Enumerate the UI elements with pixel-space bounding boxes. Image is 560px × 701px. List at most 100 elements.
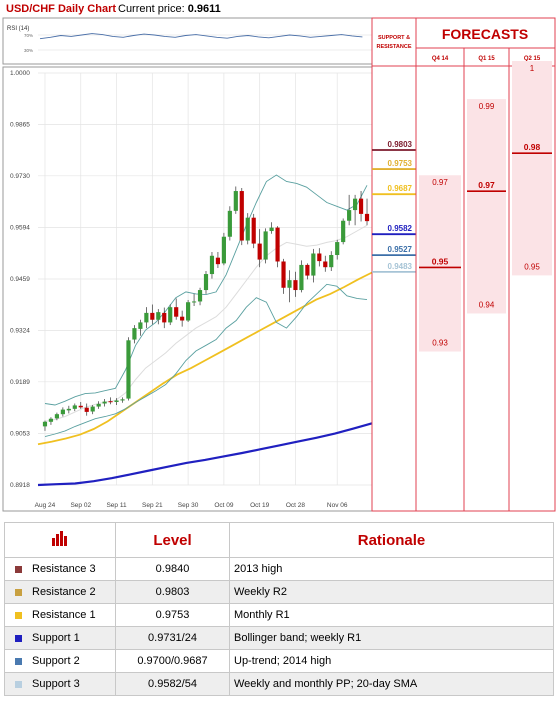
forecast-mid: 0.95 bbox=[432, 256, 449, 266]
bar-chart-icon bbox=[52, 531, 67, 546]
candle-body bbox=[227, 210, 232, 237]
candle-body bbox=[215, 257, 221, 265]
current-price-value: 0.9611 bbox=[187, 3, 221, 15]
candle-body bbox=[156, 312, 161, 320]
forecast-mid: 0.97 bbox=[478, 180, 495, 190]
x-tick-label: Oct 19 bbox=[250, 502, 270, 509]
candle-body bbox=[150, 312, 155, 320]
candle-body bbox=[174, 307, 179, 317]
sr-level-label: 0.9582 bbox=[388, 224, 413, 233]
candle-body bbox=[341, 220, 346, 243]
x-tick-label: Sep 21 bbox=[142, 502, 163, 509]
y-tick-label: 0.9865 bbox=[10, 121, 30, 128]
candle-body bbox=[162, 312, 167, 323]
candle-body bbox=[221, 236, 226, 264]
candle-body bbox=[209, 255, 215, 275]
level-value: 0.9803 bbox=[115, 580, 230, 604]
price-chart: RSI (14)70% 30% 1.0000 0.9865 0.9730 0.9594 0.… bbox=[2, 17, 556, 512]
candle-body bbox=[269, 227, 274, 232]
candle-body bbox=[126, 340, 131, 399]
sr-level-label: 0.9803 bbox=[388, 140, 413, 149]
x-tick-label: Aug 24 bbox=[35, 502, 56, 509]
x-tick-label: Nov 06 bbox=[327, 502, 348, 509]
swatch bbox=[15, 657, 22, 665]
candle-body bbox=[293, 280, 298, 291]
candle-body bbox=[335, 242, 340, 256]
candle-body bbox=[347, 210, 352, 221]
candle-body bbox=[42, 421, 48, 427]
candle-body bbox=[305, 264, 310, 276]
level-name-cell: Support 2 bbox=[4, 649, 116, 673]
level-value: 0.9700/0.9687 bbox=[115, 649, 230, 673]
level-name: Support 2 bbox=[32, 655, 80, 667]
candle-body bbox=[251, 217, 256, 244]
level-value: 0.9582/54 bbox=[115, 672, 230, 696]
candle-body bbox=[245, 217, 250, 241]
sr-header-1: SUPPORT & bbox=[378, 35, 410, 41]
sr-level-label: 0.9687 bbox=[388, 184, 413, 193]
y-tick-label: 0.9594 bbox=[10, 225, 30, 232]
x-tick-label: Sep 11 bbox=[106, 502, 127, 509]
forecast-high: 1 bbox=[530, 64, 535, 73]
forecast-low: 0.95 bbox=[524, 262, 540, 271]
price-panel bbox=[2, 66, 373, 512]
forecast-high: 0.97 bbox=[432, 178, 448, 187]
y-tick-label: 0.9459 bbox=[10, 276, 30, 283]
candle-body bbox=[120, 399, 125, 401]
sma-blue-line bbox=[37, 422, 373, 487]
table-row: Support 2 0.9700/0.9687 Up-trend; 2014 h… bbox=[4, 649, 554, 673]
table-header-rationale: Rationale bbox=[229, 522, 554, 558]
rationale-table: Level Rationale Resistance 3 0.9840 2013… bbox=[4, 522, 554, 696]
forecast-high: 0.99 bbox=[479, 102, 495, 111]
current-price-label: Current price: 0.9611 bbox=[118, 3, 221, 15]
candle-body bbox=[317, 253, 322, 262]
rsi-tick-30: 30% bbox=[24, 48, 33, 53]
candle-body bbox=[263, 231, 268, 260]
level-value: 0.9731/24 bbox=[115, 626, 230, 650]
candle-body bbox=[203, 274, 209, 291]
x-tick-label: Oct 09 bbox=[214, 502, 234, 509]
level-name-cell: Support 3 bbox=[4, 672, 116, 696]
level-value: 0.9840 bbox=[115, 557, 230, 581]
candle-body bbox=[281, 261, 286, 288]
swatch bbox=[15, 680, 22, 688]
forecast-range bbox=[419, 175, 461, 352]
candle-body bbox=[299, 264, 304, 291]
level-name-cell: Resistance 2 bbox=[4, 580, 116, 604]
table-row: Resistance 1 0.9753 Monthly R1 bbox=[4, 603, 554, 627]
candle-body bbox=[96, 403, 101, 407]
swatch bbox=[15, 565, 22, 573]
level-rationale: Weekly and monthly PP; 20-day SMA bbox=[229, 672, 554, 696]
candle-body bbox=[108, 401, 113, 403]
x-tick-label: Oct 28 bbox=[286, 502, 306, 509]
level-name-cell: Support 1 bbox=[4, 626, 116, 650]
level-name: Support 3 bbox=[32, 678, 80, 690]
candle-body bbox=[144, 312, 149, 323]
candle-body bbox=[186, 302, 191, 321]
candle-body bbox=[353, 198, 358, 211]
x-tick-label: Sep 02 bbox=[70, 502, 91, 509]
table-row: Resistance 2 0.9803 Weekly R2 bbox=[4, 580, 554, 604]
y-tick-label: 0.9053 bbox=[10, 431, 30, 438]
forecast-low: 0.94 bbox=[479, 300, 495, 309]
x-tick-label: Sep 30 bbox=[178, 502, 199, 509]
swatch bbox=[15, 588, 22, 596]
level-rationale: Bollinger band; weekly R1 bbox=[229, 626, 554, 650]
candle-body bbox=[311, 253, 316, 276]
level-name-cell: Resistance 3 bbox=[4, 557, 116, 581]
bollinger-lower-line bbox=[44, 283, 368, 438]
table-row: Support 3 0.9582/54 Weekly and monthly P… bbox=[4, 672, 554, 696]
forecast-quarter: Q1 15 bbox=[478, 56, 495, 62]
swatch bbox=[15, 634, 22, 642]
candle-body bbox=[114, 400, 119, 402]
rsi-label: RSI (14) bbox=[7, 26, 29, 32]
sma-yellow-line bbox=[37, 271, 373, 446]
swatch bbox=[15, 611, 22, 619]
table-header-icon-cell bbox=[4, 522, 116, 558]
candle-body bbox=[84, 407, 89, 412]
level-name: Support 1 bbox=[32, 632, 80, 644]
candle-body bbox=[48, 418, 54, 422]
sr-level-label: 0.9483 bbox=[388, 262, 413, 271]
bollinger-upper-line bbox=[44, 174, 368, 406]
candle-body bbox=[60, 409, 65, 415]
